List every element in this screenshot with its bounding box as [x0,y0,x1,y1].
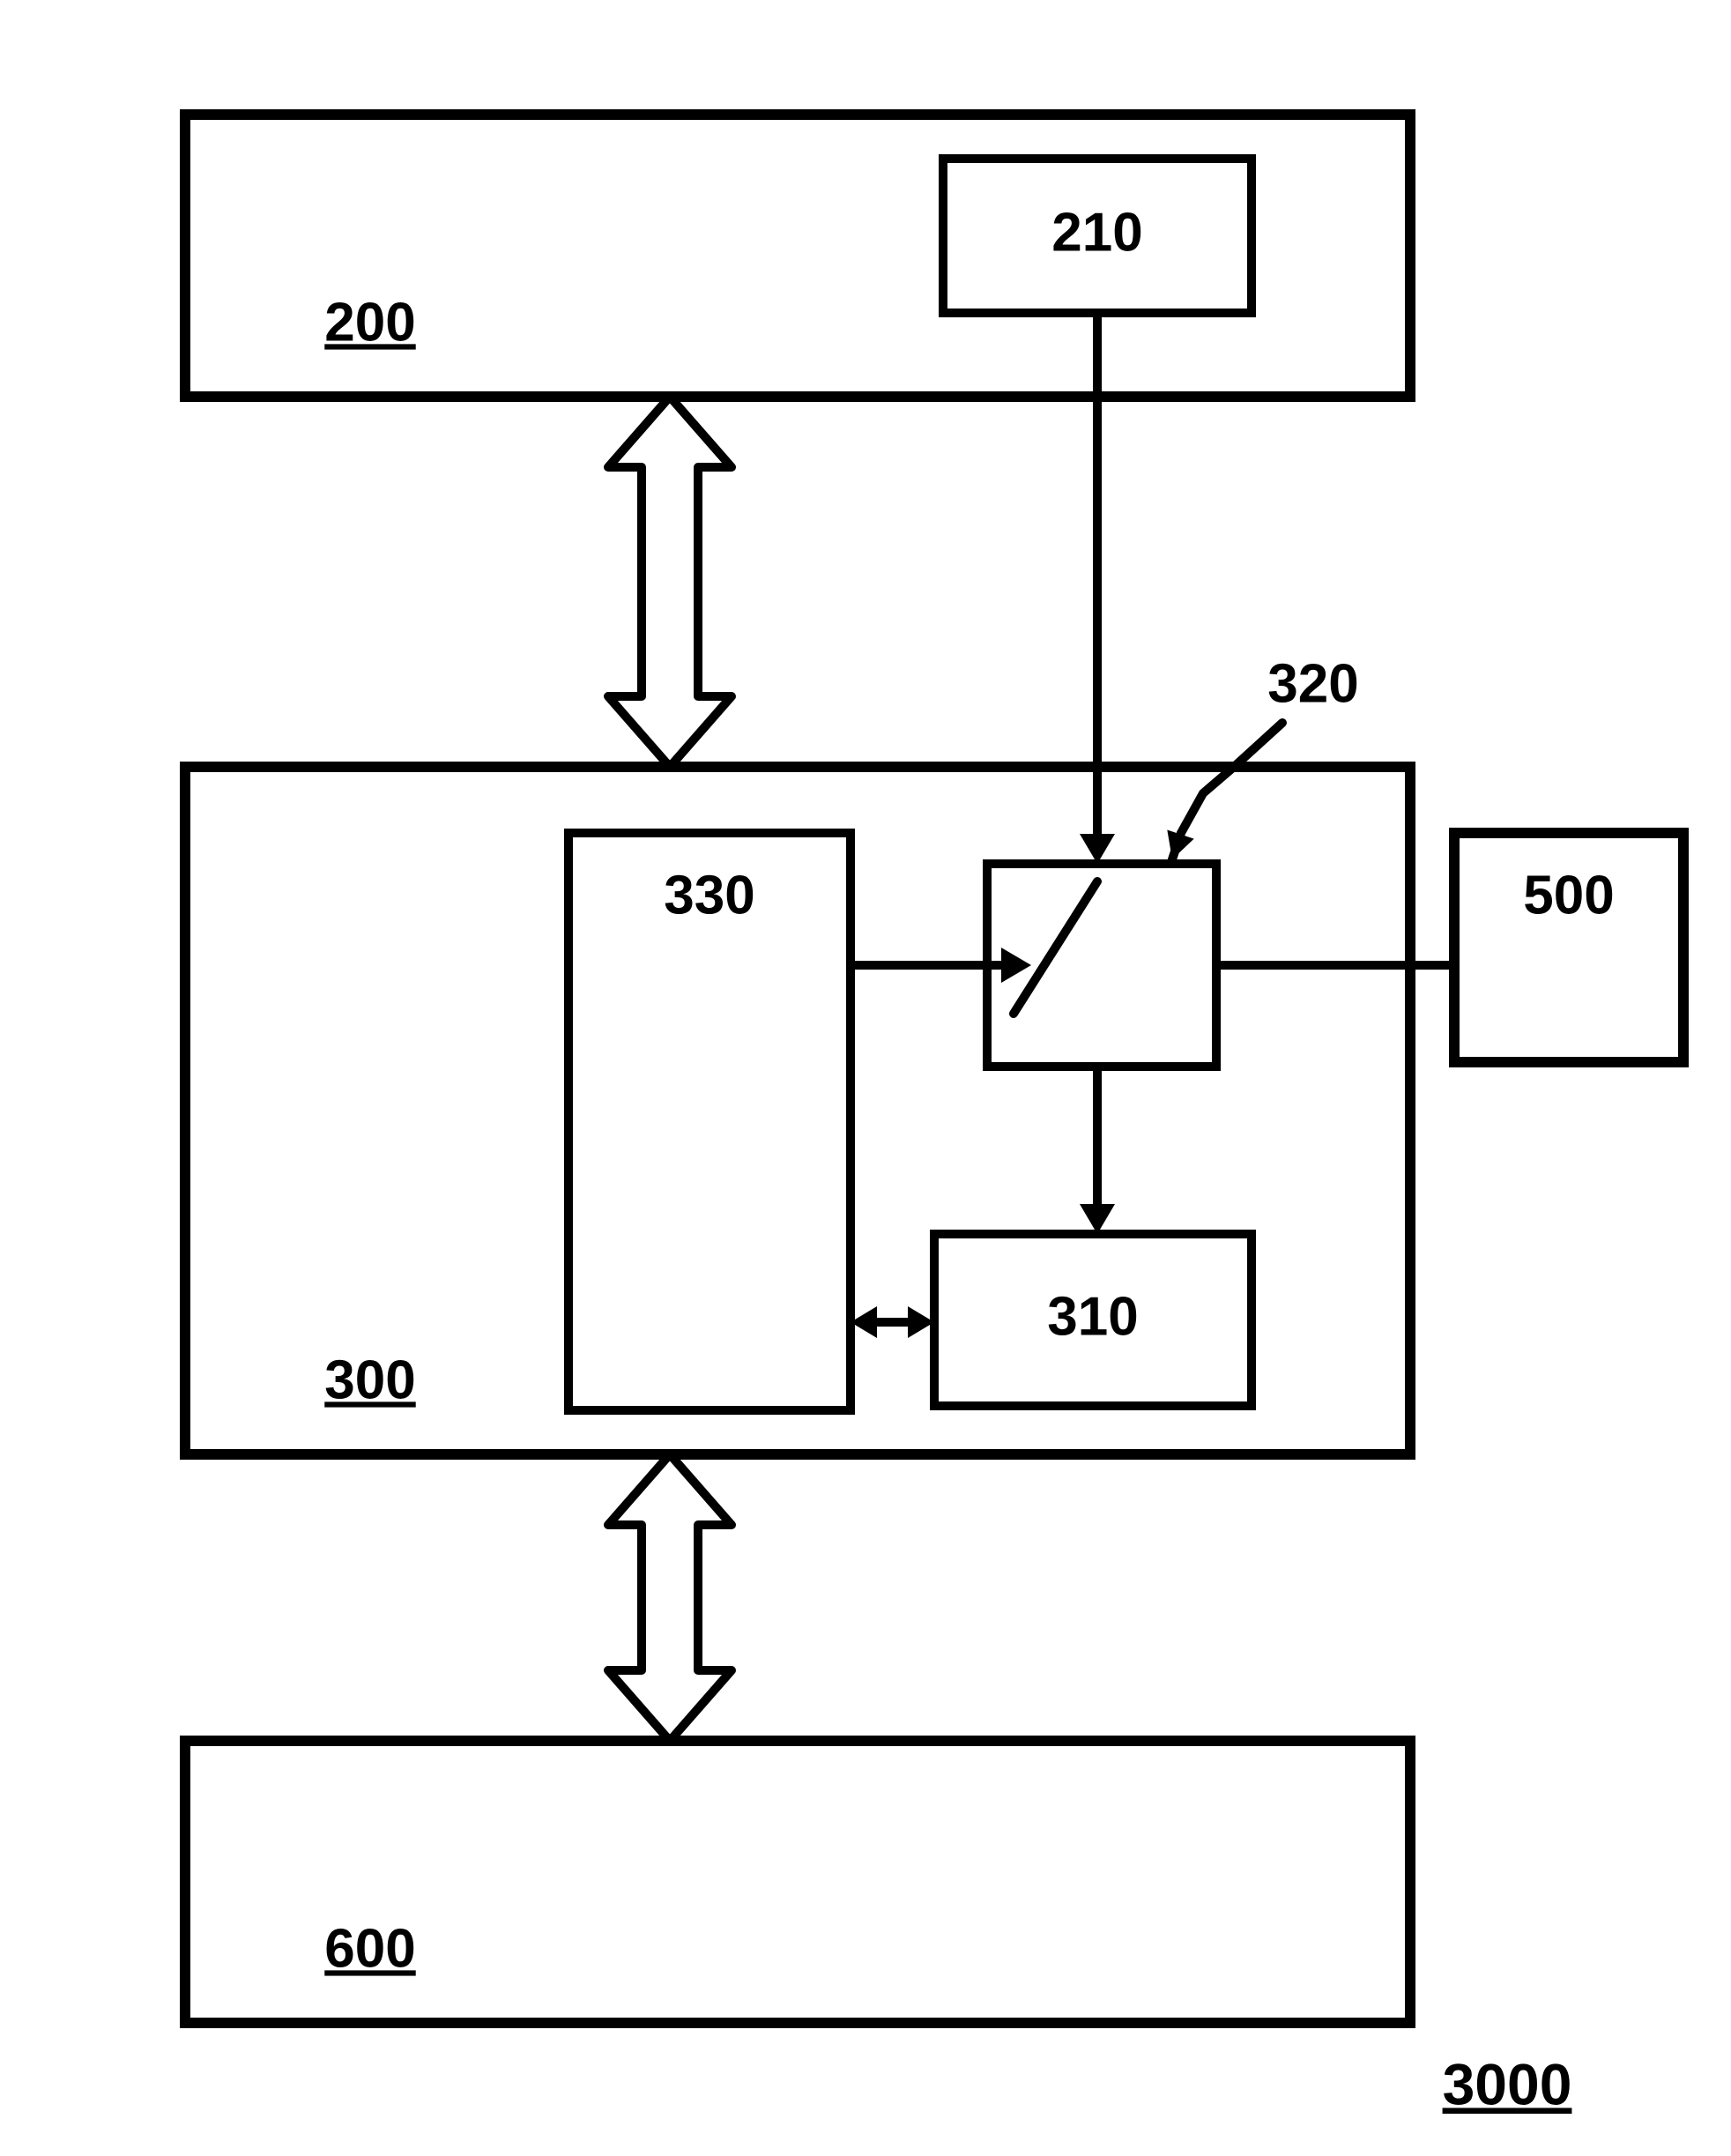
conn-a320_310-head-end [1080,1204,1115,1234]
switch-320-blade [1014,881,1097,1014]
figure-label: 3000 [1443,2051,1572,2116]
label-600: 600 [324,1918,415,1979]
arrow-300-600 [608,1454,732,1741]
conn-a210_320-head-end [1080,834,1115,864]
label-500: 500 [1523,865,1614,926]
label-310: 310 [1047,1286,1138,1347]
label-200: 200 [324,292,415,353]
label-300: 300 [324,1349,415,1410]
label-330: 330 [664,865,754,926]
conn-a330_320-head-end [1001,948,1031,983]
arrow-200-300 [608,397,732,767]
label-210: 210 [1051,202,1142,263]
block-600 [185,1741,1410,2023]
label-320: 320 [1267,653,1358,714]
